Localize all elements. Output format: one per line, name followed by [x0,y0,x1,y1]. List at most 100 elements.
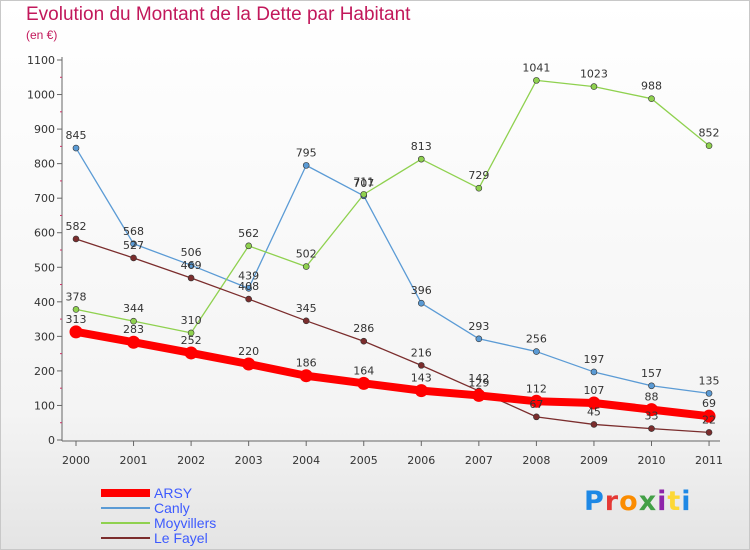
data-label: 345 [296,302,317,315]
data-point [72,235,80,243]
data-point [533,413,540,421]
y-tick-label: 700 [34,192,55,205]
data-label: 729 [468,169,489,182]
data-label: 439 [238,269,259,282]
data-point [587,396,601,410]
data-point [130,240,137,248]
data-point [72,144,80,152]
logo-letter: i [657,486,668,517]
y-tick-label: 1000 [27,89,55,102]
chart-subtitle: (en €) [26,28,58,42]
data-point [533,348,540,355]
data-point [590,83,598,90]
data-label: 216 [411,346,432,359]
chart-title: Evolution du Montant de la Dette par Hab… [26,4,411,25]
data-point [357,376,371,390]
x-tick-label: 2008 [522,454,550,467]
data-label: 283 [123,323,144,336]
data-point [127,335,141,349]
data-label: 310 [181,314,202,327]
data-point [299,369,313,383]
data-point [72,306,80,313]
data-label: 313 [66,313,87,326]
data-point [645,403,658,417]
series-line-arsy [72,327,714,421]
data-point [417,362,425,369]
data-label: 67 [529,398,543,411]
x-tick-label: 2003 [235,454,263,467]
data-label: 408 [238,280,259,293]
series-line-le-fayel [75,238,710,434]
logo-letter: i [681,486,692,517]
y-tick-label: 400 [34,296,55,309]
data-label: 568 [123,225,144,238]
data-point [187,261,195,269]
data-point [648,382,655,390]
data-label: 33 [645,410,659,423]
data-label: 469 [181,259,202,272]
data-point [475,335,483,343]
data-label: 562 [238,227,259,240]
x-tick-label: 2010 [638,454,666,467]
data-point [417,299,425,307]
data-point [360,337,368,345]
data-label: 256 [526,333,547,346]
y-tick-label: 1100 [27,54,55,67]
data-label: 143 [411,372,432,385]
data-label: 142 [468,372,489,385]
data-label: 527 [123,239,144,252]
y-tick-label: 100 [34,399,55,412]
logo-letter: r [604,486,620,517]
data-label: 707 [353,177,374,190]
data-point [302,263,310,270]
data-point [702,409,716,423]
data-label: 22 [702,413,716,426]
data-label: 852 [699,127,720,140]
y-tick-label: 600 [34,227,55,240]
data-point [245,242,252,250]
data-label: 293 [468,320,489,333]
logo-letter: t [667,486,682,517]
x-tick-label: 2000 [62,454,90,467]
data-label: 711 [353,175,374,188]
x-tick-label: 2004 [292,454,320,467]
data-point [302,317,310,325]
series-line-canly [75,147,710,395]
data-label: 286 [353,322,374,335]
data-point [302,162,310,169]
x-tick-label: 2001 [120,454,148,467]
data-label: 112 [526,382,547,395]
x-tick-label: 2007 [465,454,493,467]
x-tick-label: 2006 [407,454,435,467]
data-label: 344 [123,302,144,315]
legend-label: Le Fayel [154,530,208,546]
data-point [533,77,540,84]
data-point [590,368,598,376]
data-point [529,394,543,408]
data-point [187,329,195,337]
legend-label: ARSY [154,485,193,501]
series-points [69,77,716,436]
logo-letter: x [638,486,658,517]
data-labels: 845 568 506 439 795 707 396 293 256 197 157 135 378 3… [66,61,720,426]
data-label: 506 [181,246,202,259]
data-point [590,421,598,428]
y-tick-label: 0 [48,434,55,447]
data-point [705,142,713,149]
data-label: 252 [181,334,202,347]
data-point [187,274,195,282]
data-label: 164 [353,364,374,377]
data-label: 1023 [580,68,608,81]
data-point [242,357,256,371]
data-point [648,425,655,432]
data-label: 88 [645,391,659,404]
legend-label: Canly [154,500,190,516]
series-line-moyvillers [75,79,710,334]
y-tick-label: 800 [34,158,55,171]
x-tick-label: 2011 [695,454,723,467]
data-label: 396 [411,284,432,297]
data-point [475,184,483,192]
